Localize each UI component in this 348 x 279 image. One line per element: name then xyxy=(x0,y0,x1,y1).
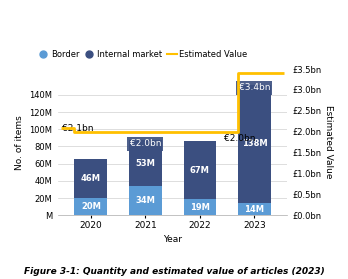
Bar xyxy=(238,85,271,203)
Bar xyxy=(74,198,107,215)
Bar xyxy=(238,203,271,215)
Legend: Border, Internal market, Estimated Value: Border, Internal market, Estimated Value xyxy=(35,47,251,62)
Bar xyxy=(183,199,216,215)
Text: 138M: 138M xyxy=(242,140,267,148)
Text: 20M: 20M xyxy=(81,202,101,211)
X-axis label: Year: Year xyxy=(163,235,182,244)
Bar xyxy=(129,140,162,186)
Text: €3.4bn: €3.4bn xyxy=(239,83,270,92)
Text: €2.0bn: €2.0bn xyxy=(129,140,161,148)
Bar xyxy=(183,141,216,199)
Text: 34M: 34M xyxy=(135,196,155,205)
Text: 67M: 67M xyxy=(190,166,210,175)
Text: 53M: 53M xyxy=(135,159,155,168)
Text: €2.1bn: €2.1bn xyxy=(63,124,94,133)
Text: 46M: 46M xyxy=(81,174,101,183)
Text: 14M: 14M xyxy=(244,205,264,214)
Text: 19M: 19M xyxy=(190,203,210,212)
Text: Figure 3-1: Quantity and estimated value of articles (2023): Figure 3-1: Quantity and estimated value… xyxy=(24,267,324,276)
Text: €2.0bn: €2.0bn xyxy=(224,134,256,143)
Y-axis label: Estimated Value: Estimated Value xyxy=(324,105,333,179)
Bar xyxy=(129,186,162,215)
Bar xyxy=(74,158,107,198)
Y-axis label: No. of items: No. of items xyxy=(15,115,24,170)
